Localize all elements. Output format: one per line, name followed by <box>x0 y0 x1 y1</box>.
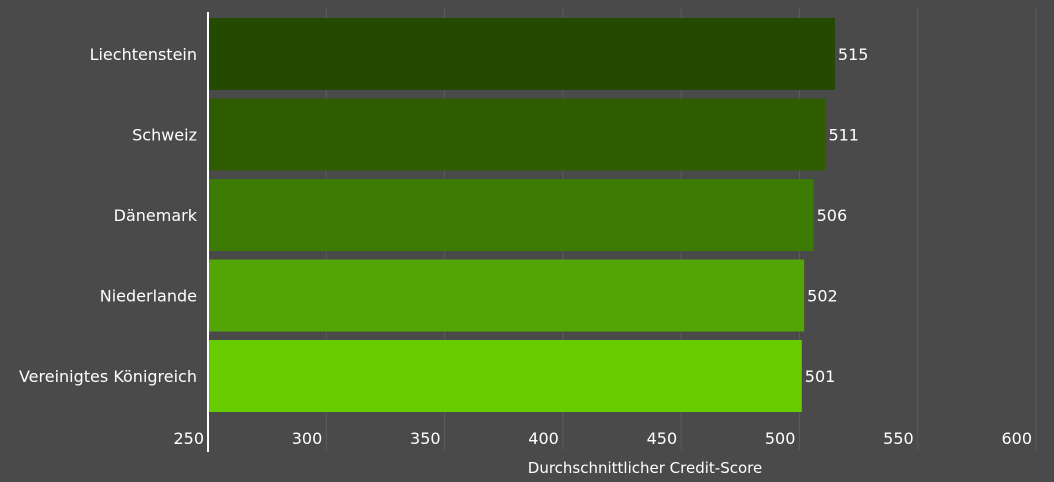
data-label: 506 <box>817 206 848 225</box>
bar[interactable] <box>209 18 835 90</box>
bar[interactable] <box>209 340 802 412</box>
category-label: Liechtenstein <box>90 45 197 64</box>
x-tick-label: 450 <box>647 429 678 448</box>
category-labels: Liechtenstein Schweiz Dänemark Niederlande V… <box>19 45 198 386</box>
x-tick-label: 250 <box>173 429 204 448</box>
bar[interactable] <box>209 179 814 251</box>
data-label: 515 <box>838 45 869 64</box>
x-axis-title: Durchschnittlicher Credit-Score <box>528 459 762 477</box>
category-label: Niederlande <box>100 287 197 306</box>
bar[interactable] <box>209 259 805 332</box>
x-tick-label: 300 <box>292 429 323 448</box>
category-label: Schweiz <box>132 126 197 145</box>
category-label: Dänemark <box>114 206 198 225</box>
x-tick-label: 500 <box>765 429 796 448</box>
x-tick-labels: 250 300 350 400 450 500 550 600 <box>173 429 1032 448</box>
x-tick-label: 400 <box>528 429 559 448</box>
bar[interactable] <box>209 98 826 171</box>
x-tick-label: 350 <box>410 429 441 448</box>
data-label: 501 <box>805 367 836 386</box>
bars <box>209 18 835 412</box>
category-label: Vereinigtes Königreich <box>19 367 197 386</box>
data-labels: 515 511 506 502 501 <box>805 45 869 386</box>
x-tick-label: 600 <box>1001 429 1032 448</box>
data-label: 511 <box>828 126 859 145</box>
data-label: 502 <box>807 287 838 306</box>
x-tick-label: 550 <box>883 429 914 448</box>
